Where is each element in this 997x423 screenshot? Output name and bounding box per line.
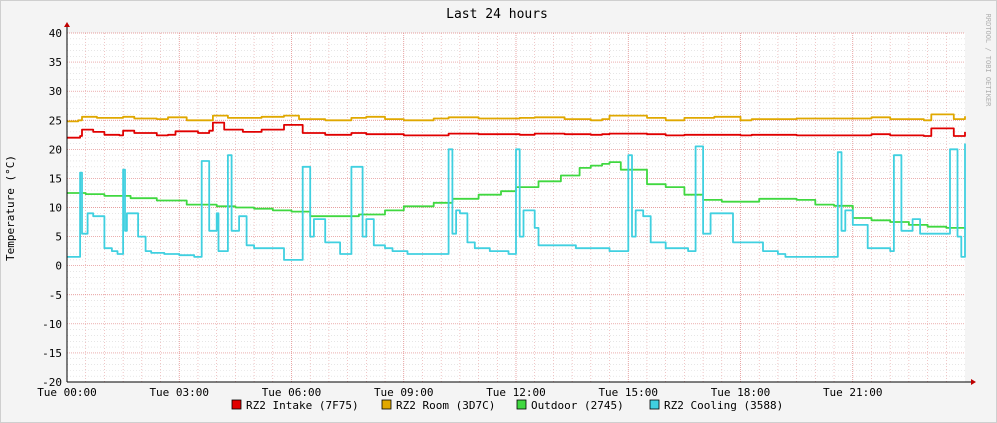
legend-swatch	[516, 399, 527, 410]
y-axis-label: Temperature (°C)	[4, 155, 17, 261]
x-tick-label: Tue 09:00	[374, 386, 434, 399]
legend-swatch	[649, 399, 660, 410]
x-axis-arrow	[971, 379, 976, 385]
series-line-2	[67, 113, 966, 123]
y-tick-label: 10	[49, 202, 62, 215]
y-tick-label: -10	[42, 318, 62, 331]
y-tick-label: -20	[42, 376, 62, 389]
y-tick-label: 0	[55, 260, 62, 273]
series-line-4	[67, 143, 966, 261]
y-tick-label: -5	[49, 289, 62, 302]
x-tick-labels: Tue 00:00 Tue 03:00 Tue 06:00 Tue 09:00 Tue …	[37, 386, 882, 399]
y-tick-label: 30	[49, 85, 62, 98]
y-tick-label: 15	[49, 172, 62, 185]
legend-label: RZ2 Cooling (3588)	[664, 399, 783, 412]
legend: RZ2 Intake (7F75) RZ2 Room (3D7C) Outdoor …	[231, 399, 783, 412]
x-tick-label: Tue 18:00	[711, 386, 771, 399]
y-tick-label: 5	[55, 231, 62, 244]
legend-swatch	[381, 399, 392, 410]
y-tick-label: -15	[42, 347, 62, 360]
watermark: RRDTOOL / TOBI OETIKER	[984, 14, 992, 108]
series-line-1	[67, 121, 966, 139]
axes	[64, 22, 976, 385]
chart-title: Last 24 hours	[446, 7, 548, 22]
x-tick-label: Tue 15:00	[598, 386, 658, 399]
y-axis-arrow	[64, 22, 70, 27]
series-line-3	[67, 161, 966, 230]
legend-label: RZ2 Intake (7F75)	[246, 399, 359, 412]
y-tick-label: 35	[49, 56, 62, 69]
legend-label: RZ2 Room (3D7C)	[396, 399, 495, 412]
y-tick-label: 25	[49, 114, 62, 127]
y-tick-label: 40	[49, 27, 62, 40]
x-tick-label: Tue 03:00	[149, 386, 209, 399]
x-tick-label: Tue 21:00	[823, 386, 883, 399]
legend-swatch	[231, 399, 242, 410]
x-tick-label: Tue 06:00	[262, 386, 322, 399]
legend-label: Outdoor (2745)	[531, 399, 624, 412]
y-tick-label: 20	[49, 143, 62, 156]
y-tick-labels: -20 -15 -10 -5 0 5 10 15 20 25 30 35 40	[42, 27, 62, 389]
x-tick-label: Tue 00:00	[37, 386, 97, 399]
series-lines	[67, 113, 966, 261]
x-tick-label: Tue 12:00	[486, 386, 546, 399]
